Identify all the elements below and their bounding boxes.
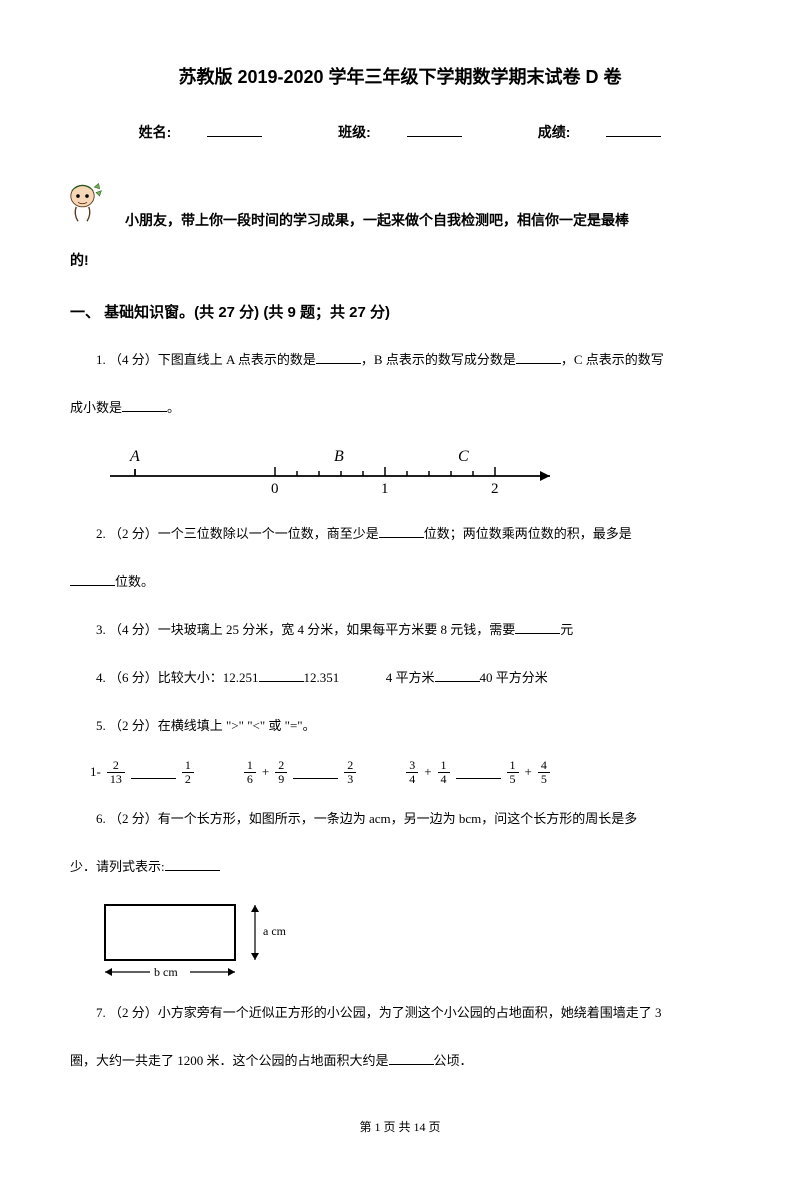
question-1-line2: 成小数是。	[70, 393, 730, 423]
name-label: 姓名:	[139, 124, 172, 140]
question-3: 3. （4 分）一块玻璃上 25 分米，宽 4 分米，如果每平方米要 8 元钱，…	[70, 615, 730, 645]
q1-blank-3[interactable]	[122, 398, 167, 412]
tick-0: 0	[271, 481, 279, 497]
q5-blank-3[interactable]	[456, 765, 501, 779]
mascot-icon	[60, 176, 105, 226]
q7-blank-1[interactable]	[389, 1051, 434, 1065]
question-4: 4. （6 分）比较大小：12.25112.351 4 平方米40 平方分米	[70, 663, 730, 693]
q4-blank-2[interactable]	[435, 668, 480, 682]
class-label: 班级:	[338, 124, 371, 140]
q3-blank-1[interactable]	[515, 620, 560, 634]
name-blank[interactable]	[207, 123, 262, 137]
intro-block: 小朋友，带上你一段时间的学习成果，一起来做个自我检测吧，相信你一定是最棒	[70, 176, 730, 238]
score-blank[interactable]	[606, 123, 661, 137]
q1-blank-2[interactable]	[516, 350, 561, 364]
q5-blank-2[interactable]	[293, 765, 338, 779]
question-2-line2: 位数。	[70, 567, 730, 597]
intro-text-tail: 的!	[70, 247, 730, 274]
question-6: 6. （2 分）有一个长方形，如图所示，一条边为 acm，另一边为 bcm，问这…	[70, 804, 730, 834]
number-line-figure: A 0 B 1 C 2	[100, 441, 730, 501]
section-1-heading: 一、 基础知识窗。(共 27 分) (共 9 题；共 27 分)	[70, 299, 730, 328]
rect-a-label: a cm	[263, 924, 287, 938]
page-footer: 第 1 页 共 14 页	[70, 1116, 730, 1139]
exam-title: 苏教版 2019-2020 学年三年级下学期数学期末试卷 D 卷	[70, 60, 730, 94]
question-1: 1. （4 分）下图直线上 A 点表示的数是，B 点表示的数写成分数是，C 点表…	[70, 345, 730, 375]
q6-blank-1[interactable]	[165, 857, 220, 871]
question-2: 2. （2 分）一个三位数除以一个一位数，商至少是位数；两位数乘两位数的积，最多…	[70, 519, 730, 549]
class-blank[interactable]	[407, 123, 462, 137]
rectangle-figure: a cm b cm	[100, 900, 730, 980]
q2-blank-1[interactable]	[379, 524, 424, 538]
point-c-label: C	[458, 448, 469, 465]
question-6-line2: 少．请列式表示:	[70, 852, 730, 882]
question-5-fractions: 1- 213 12 16 + 29 23 34 + 14 15 + 45	[90, 759, 730, 786]
tick-2: 2	[491, 481, 499, 497]
q2-blank-2[interactable]	[70, 572, 115, 586]
intro-text: 小朋友，带上你一段时间的学习成果，一起来做个自我检测吧，相信你一定是最棒	[125, 176, 629, 238]
q1-blank-1[interactable]	[316, 350, 361, 364]
q5-blank-1[interactable]	[131, 765, 176, 779]
question-7: 7. （2 分）小方家旁有一个近似正方形的小公园，为了测这个小公园的占地面积，她…	[70, 998, 730, 1028]
question-7-line2: 圈，大约一共走了 1200 米．这个公园的占地面积大约是公顷．	[70, 1046, 730, 1076]
score-label: 成绩:	[538, 124, 571, 140]
tick-1: 1	[381, 481, 389, 497]
question-5: 5. （2 分）在横线填上 ">" "<" 或 "="。	[70, 711, 730, 741]
point-a-label: A	[129, 448, 140, 465]
rect-b-label: b cm	[154, 965, 178, 979]
point-b-label: B	[334, 448, 344, 465]
q4-blank-1[interactable]	[259, 668, 304, 682]
student-info-row: 姓名: 班级: 成绩:	[70, 119, 730, 146]
